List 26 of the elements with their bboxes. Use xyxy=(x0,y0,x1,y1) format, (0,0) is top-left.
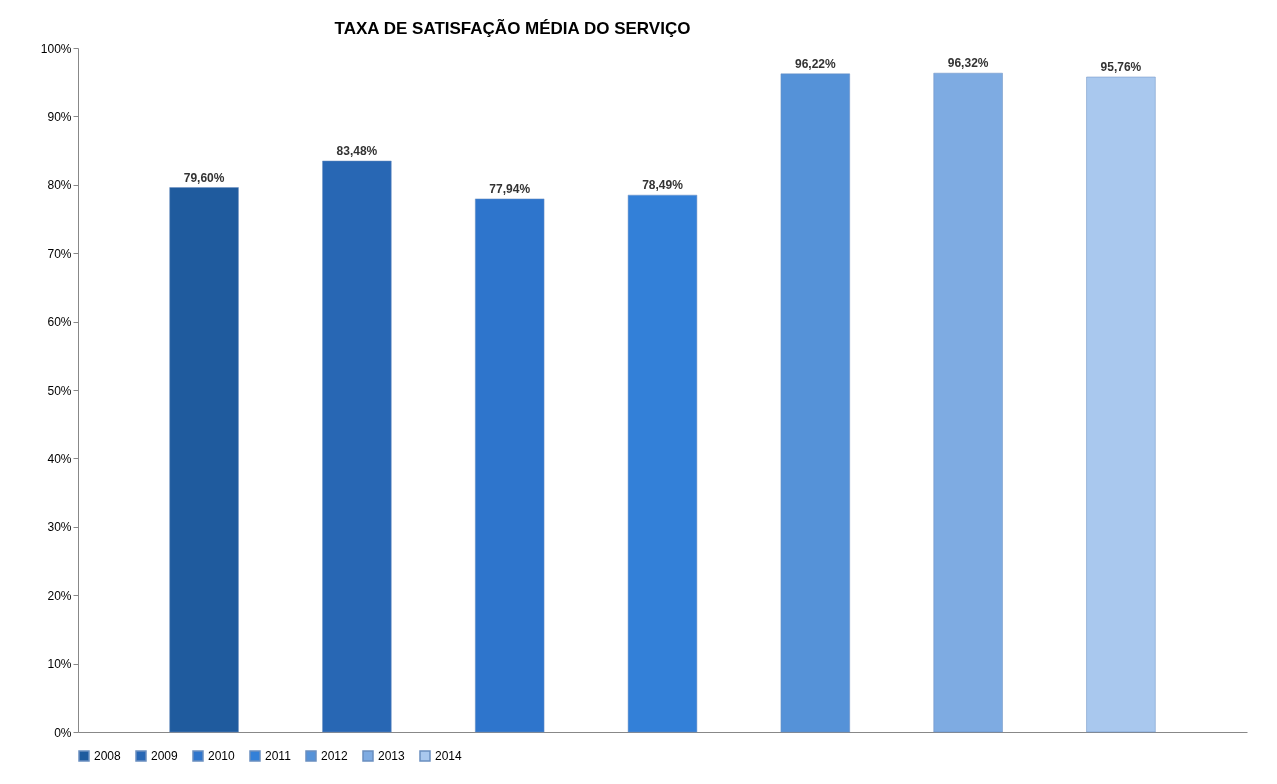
y-tick-label: 60% xyxy=(47,315,72,330)
chart-title: TAXA DE SATISFAÇÃO MÉDIA DO SERVIÇO xyxy=(334,18,691,38)
legend-label: 2011 xyxy=(265,749,292,763)
legend-label: 2013 xyxy=(378,749,406,763)
y-tick-label: 90% xyxy=(47,109,72,124)
y-tick-label: 0% xyxy=(54,725,72,740)
y-tick-label: 40% xyxy=(47,451,72,466)
y-tick-label: 100% xyxy=(40,41,72,56)
legend-label: 2012 xyxy=(321,749,349,763)
data-label: 78,49% xyxy=(642,178,684,193)
y-tick-label: 30% xyxy=(47,520,72,535)
data-label: 77,94% xyxy=(489,181,531,196)
y-tick-label: 20% xyxy=(47,588,72,603)
data-label: 96,32% xyxy=(947,56,989,71)
y-tick-label: 80% xyxy=(47,178,72,193)
data-label: 79,60% xyxy=(183,170,225,185)
y-tick-label: 70% xyxy=(47,246,72,261)
data-label: 95,76% xyxy=(1100,60,1142,74)
data-label: 96,22% xyxy=(794,56,836,71)
legend-label: 2009 xyxy=(151,749,179,763)
y-tick-label: 10% xyxy=(47,657,72,672)
legend-label: 2010 xyxy=(208,749,236,763)
legend-label: 2014 xyxy=(435,749,463,763)
data-label: 83,48% xyxy=(336,144,378,158)
y-tick-label: 50% xyxy=(47,383,72,398)
legend-label: 2008 xyxy=(94,749,122,763)
